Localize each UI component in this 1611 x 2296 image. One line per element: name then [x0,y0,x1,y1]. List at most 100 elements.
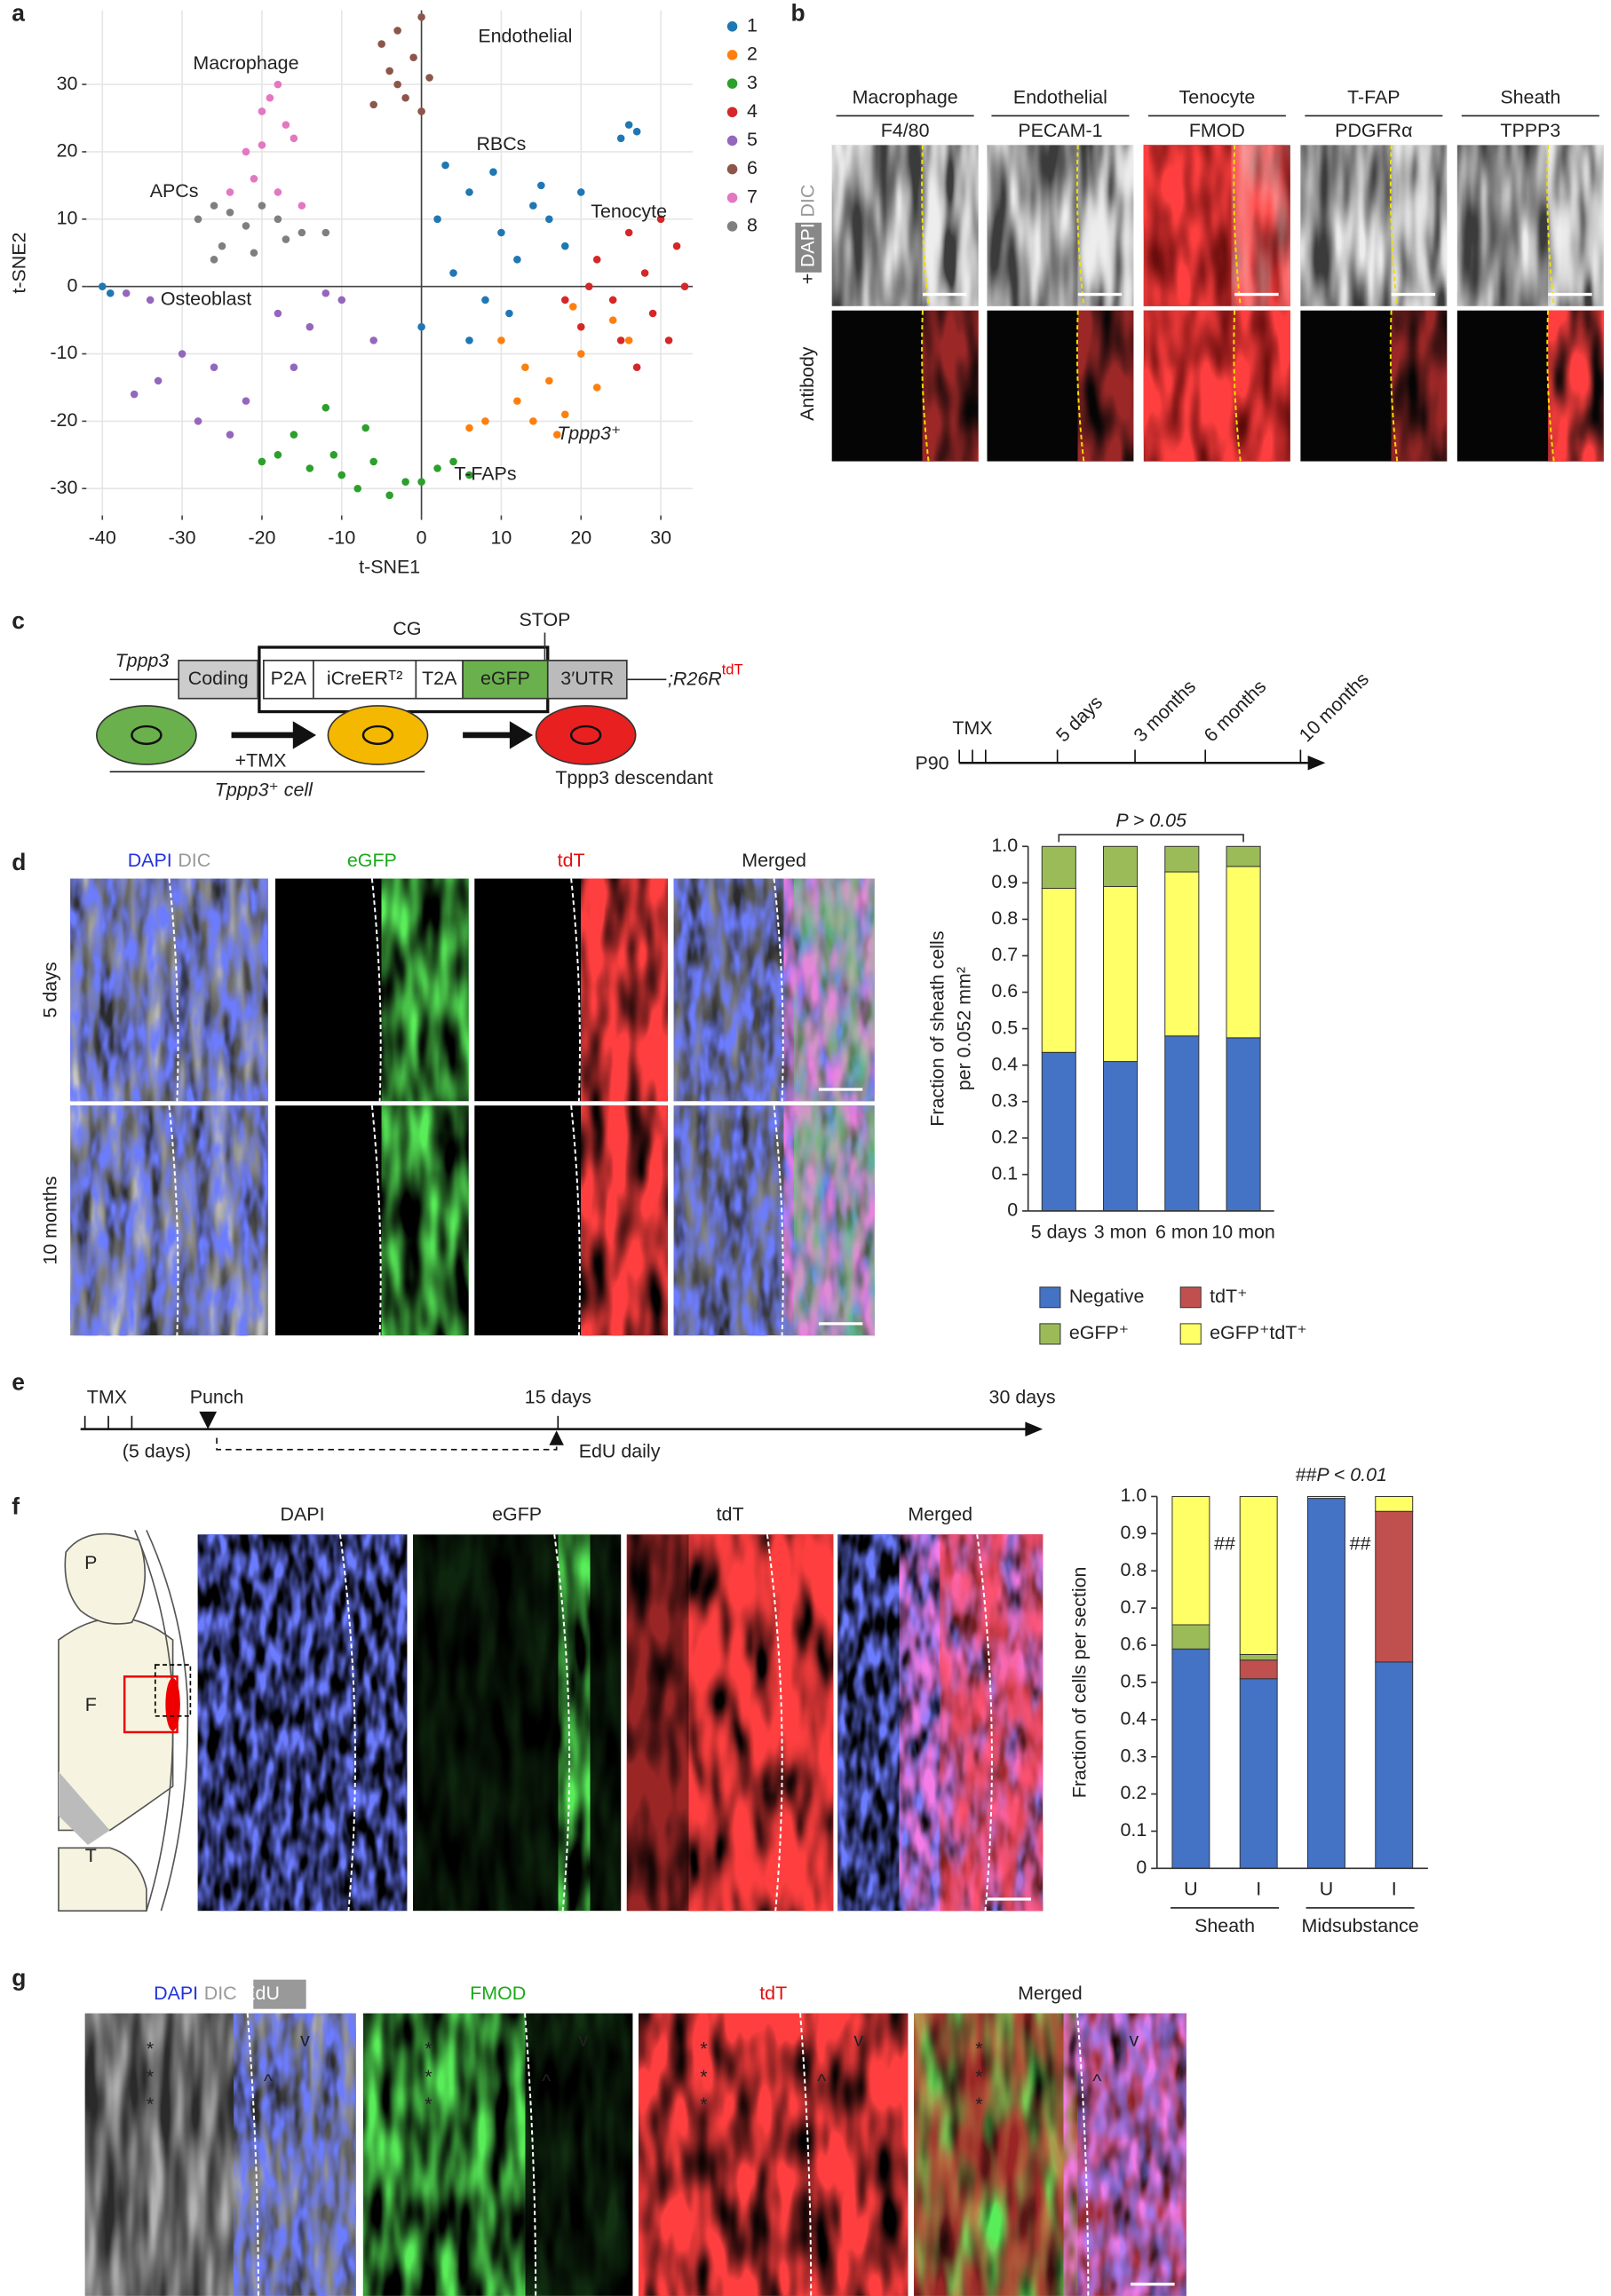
segment-label: eGFP [480,668,530,689]
bar-segment [1226,1037,1261,1212]
panel-label: e [12,1368,25,1395]
y-tick-label: -30 [50,477,77,498]
cell [535,705,637,765]
point [242,397,250,405]
point [282,235,290,243]
bar-segment [1239,1678,1278,1869]
arrow [463,721,534,749]
marker: * [700,2094,707,2115]
point [337,471,346,479]
point [489,168,497,177]
point [242,222,250,230]
knee-label: P [84,1552,97,1573]
bar-segment [1041,888,1076,1053]
channel-label: Merged [742,849,806,870]
treatment-label: +TMX [235,749,287,771]
channel-label-part: FMOD [470,1983,526,2004]
point [393,80,401,89]
cg-label: CG [393,618,421,639]
cluster-label: Macrophage [193,52,298,74]
x-axis-label: t-SNE1 [359,557,420,578]
y-axis-label: t-SNE2 [9,233,30,294]
segment-label: P2A [271,668,307,689]
legend-swatch [1179,1323,1202,1345]
timeline-label: 15 days [525,1387,591,1408]
point [592,256,601,264]
point [194,215,202,224]
x-tick-label: 30 [650,527,671,549]
point [210,256,218,264]
legend-label: 8 [747,215,758,236]
point [656,215,665,224]
point [576,188,585,196]
punch-arrow [199,1411,218,1429]
y-tick-label: 0.9 [1120,1522,1147,1543]
y-tick-label: 10 [57,207,78,228]
segment-label: iCreERᵀ² [327,668,402,689]
x-tick-label: U [1184,1879,1197,1900]
x-tick-label: 5 days [1031,1221,1087,1242]
bar-segment [1164,871,1200,1037]
bar-segment [1226,845,1261,867]
boundary [1389,310,1399,462]
bar-segment [1041,845,1076,890]
cell-type: Macrophage [853,86,958,107]
point [561,410,569,419]
construct-segment [178,660,259,700]
micrograph-signal [1391,145,1448,306]
row-label: 10 months [39,1176,60,1265]
channel-label: tdT [717,1504,744,1525]
marker: * [147,2038,154,2059]
meniscus [58,1771,110,1845]
cluster-label: Osteoblast [161,289,251,310]
point [576,350,585,358]
y-tick-label: -10 [50,342,77,363]
boundary [1233,310,1242,462]
channel-label: tdT [558,849,585,870]
micrograph-signal [70,1105,268,1336]
point [481,417,489,425]
bar-segment [1171,1495,1210,1626]
legend-swatch [726,50,738,60]
micrograph-signal [381,1105,469,1336]
x-tick-label: U [1320,1879,1333,1900]
timeline-label: TMX [87,1387,127,1408]
point [409,53,417,62]
row-label: + DAPI DIC [797,185,818,285]
boundary [1546,145,1555,306]
point [274,80,282,89]
point [290,134,298,143]
marker: ^ [1092,2070,1101,2092]
point [290,431,298,439]
point [648,309,657,318]
legend-label: 2 [747,44,758,65]
micrograph-signal [362,2013,526,2296]
micrograph-signal [1143,310,1290,462]
point [497,336,505,344]
boundary [570,1105,581,1336]
point [521,363,529,371]
micrograph-signal [1077,2013,1186,2296]
bar-segment [1103,885,1139,1063]
annotation: ## [1350,1533,1371,1555]
boundary [1389,145,1399,306]
point [266,93,274,102]
micrograph-signal [525,2013,633,2296]
patella [64,1532,147,1625]
boundary [766,1534,783,1912]
point [624,121,633,129]
group-label: Midsubstance [1302,1915,1419,1936]
point [608,316,617,324]
point [449,457,457,466]
point [385,67,393,75]
micrograph-signal [1391,310,1448,462]
y-tick-label: 30 [57,73,78,94]
y-tick-label: 0.6 [1120,1634,1147,1655]
point [417,322,425,331]
point [194,417,202,425]
y-tick-label: 0.3 [991,1089,1018,1111]
legend-label: eGFP⁺ [1069,1322,1129,1343]
point [210,202,218,210]
boundary [976,1534,993,1912]
knee-schematic [58,1530,192,1912]
